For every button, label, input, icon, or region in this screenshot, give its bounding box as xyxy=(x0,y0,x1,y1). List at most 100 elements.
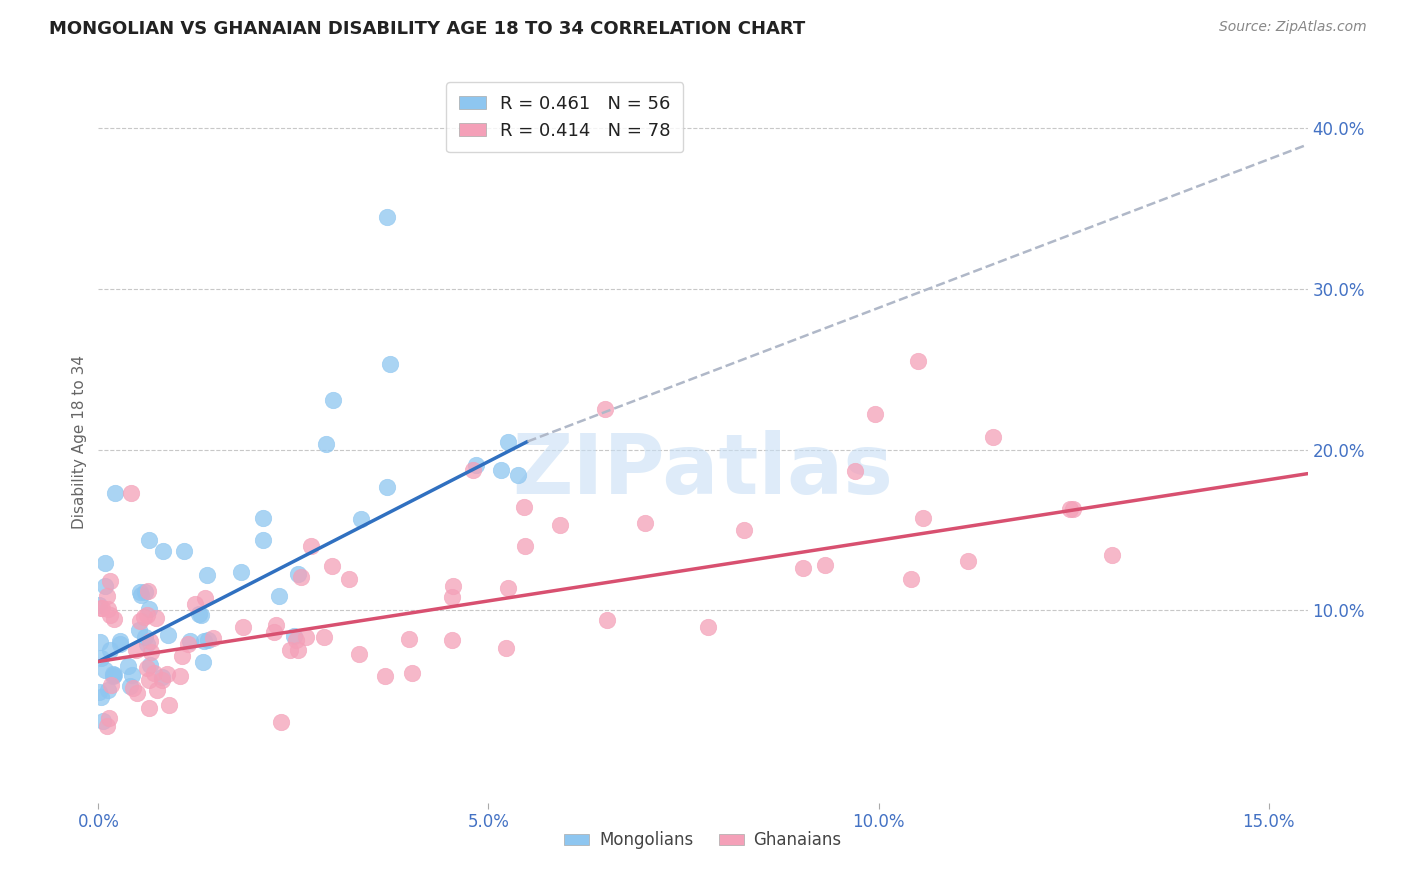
Text: MONGOLIAN VS GHANAIAN DISABILITY AGE 18 TO 34 CORRELATION CHART: MONGOLIAN VS GHANAIAN DISABILITY AGE 18 … xyxy=(49,20,806,37)
Point xyxy=(103,667,125,681)
Y-axis label: Disability Age 18 to 34: Disability Age 18 to 34 xyxy=(72,354,87,529)
Point xyxy=(132,609,155,624)
Point xyxy=(87,598,110,612)
Point xyxy=(139,645,162,659)
Point xyxy=(91,600,114,615)
Point xyxy=(596,614,619,628)
Point xyxy=(100,678,122,692)
Point xyxy=(98,643,121,657)
Point xyxy=(465,458,488,473)
Point xyxy=(231,566,253,580)
Point xyxy=(120,486,142,500)
Point xyxy=(134,585,156,599)
Point xyxy=(270,715,292,730)
Point xyxy=(191,655,214,669)
Point xyxy=(169,668,191,682)
Point xyxy=(173,543,195,558)
Point xyxy=(152,544,174,558)
Point xyxy=(89,635,111,649)
Point xyxy=(197,632,219,647)
Point xyxy=(267,589,290,603)
Point xyxy=(96,589,118,603)
Point xyxy=(118,679,141,693)
Point xyxy=(295,630,318,644)
Legend: Mongolians, Ghanaians: Mongolians, Ghanaians xyxy=(558,824,848,856)
Point xyxy=(139,633,162,648)
Point xyxy=(981,430,1004,444)
Point xyxy=(90,651,112,665)
Point xyxy=(143,665,166,680)
Point xyxy=(96,718,118,732)
Point xyxy=(129,588,152,602)
Point xyxy=(110,637,132,651)
Point xyxy=(287,566,309,581)
Point xyxy=(97,711,120,725)
Point xyxy=(90,690,112,704)
Point xyxy=(350,511,373,525)
Point xyxy=(863,408,886,422)
Point xyxy=(264,618,287,632)
Point xyxy=(232,620,254,634)
Point xyxy=(193,634,215,648)
Point xyxy=(252,511,274,525)
Point xyxy=(159,698,181,713)
Point xyxy=(252,533,274,548)
Point xyxy=(1101,548,1123,562)
Point xyxy=(347,647,370,661)
Point xyxy=(506,468,529,483)
Point xyxy=(957,554,980,568)
Point xyxy=(337,573,360,587)
Point xyxy=(375,210,398,224)
Point xyxy=(129,585,152,599)
Point xyxy=(121,681,143,696)
Point xyxy=(595,402,617,417)
Point xyxy=(1059,501,1081,516)
Point xyxy=(152,673,174,687)
Point xyxy=(87,685,110,699)
Point xyxy=(128,624,150,638)
Point xyxy=(195,568,218,582)
Point xyxy=(172,648,194,663)
Point xyxy=(125,643,148,657)
Point xyxy=(188,607,211,622)
Point xyxy=(697,620,720,634)
Point xyxy=(440,590,463,604)
Point xyxy=(145,610,167,624)
Point xyxy=(150,671,173,685)
Point xyxy=(136,637,159,651)
Point xyxy=(278,642,301,657)
Point xyxy=(190,607,212,622)
Point xyxy=(176,637,198,651)
Point xyxy=(184,597,207,611)
Point xyxy=(907,354,929,368)
Point xyxy=(97,683,120,698)
Point xyxy=(814,558,837,573)
Point xyxy=(401,665,423,680)
Point xyxy=(97,602,120,616)
Point xyxy=(733,524,755,538)
Point xyxy=(138,700,160,714)
Point xyxy=(139,658,162,673)
Point xyxy=(844,464,866,478)
Point xyxy=(194,591,217,606)
Point xyxy=(321,558,343,573)
Point xyxy=(315,437,337,451)
Point xyxy=(284,633,307,648)
Point xyxy=(156,666,179,681)
Point xyxy=(136,583,159,598)
Point xyxy=(98,608,121,623)
Point xyxy=(792,561,814,575)
Point xyxy=(1062,502,1084,516)
Text: ZIPatlas: ZIPatlas xyxy=(513,430,893,511)
Point xyxy=(314,630,336,644)
Point xyxy=(374,669,396,683)
Point xyxy=(121,668,143,682)
Point xyxy=(134,630,156,644)
Point xyxy=(322,392,344,407)
Point xyxy=(128,615,150,629)
Point xyxy=(287,643,309,657)
Point xyxy=(93,714,115,728)
Point xyxy=(179,633,201,648)
Point xyxy=(138,602,160,616)
Point xyxy=(911,511,934,525)
